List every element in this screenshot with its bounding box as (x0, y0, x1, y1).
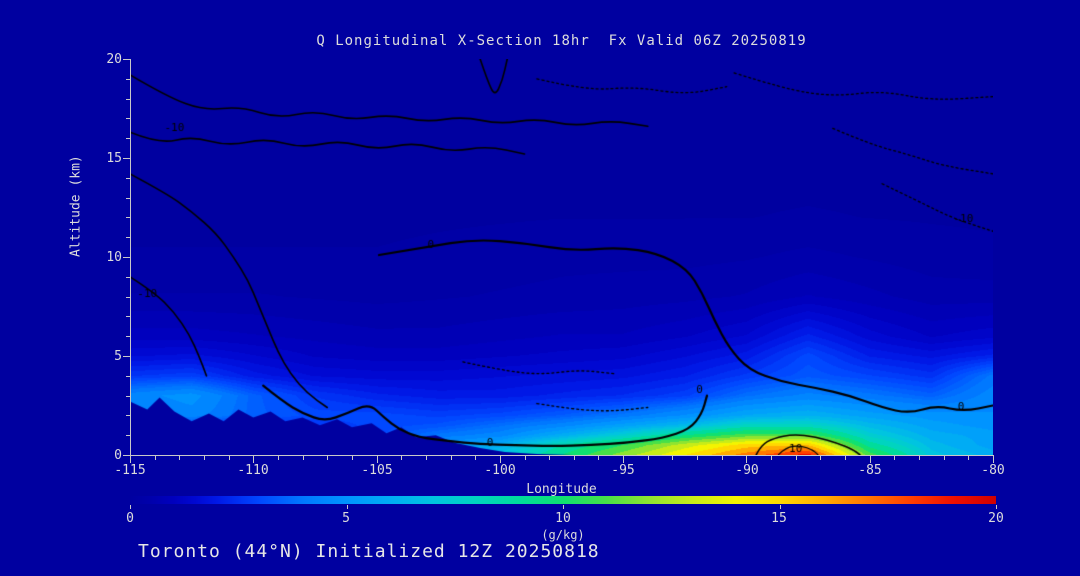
x-tick-label: -80 (981, 463, 1005, 478)
tick-mark (346, 505, 348, 509)
tick-mark (126, 237, 130, 239)
tick-mark (563, 505, 564, 509)
tick-mark (228, 456, 230, 460)
tick-mark (647, 456, 649, 460)
tick-mark (126, 316, 130, 318)
tick-mark (401, 456, 403, 460)
tick-mark (126, 435, 130, 437)
tick-mark (425, 456, 427, 460)
tick-mark (996, 505, 997, 509)
tick-mark (126, 98, 130, 100)
tick-mark (123, 356, 130, 357)
tick-mark (277, 456, 279, 460)
x-tick-label: -115 (114, 463, 146, 478)
tick-mark (771, 456, 773, 460)
tick-mark (126, 276, 130, 278)
tick-mark (154, 456, 156, 460)
tick-mark (598, 456, 600, 460)
tick-mark (795, 456, 797, 460)
colorbar-unit: (g/kg) (541, 528, 585, 542)
tick-mark (820, 456, 822, 460)
x-tick-label: -105 (361, 463, 393, 478)
colorbar-tick-label: 20 (988, 511, 1004, 526)
tick-mark (203, 456, 205, 460)
tick-mark (123, 257, 130, 258)
chart-title: Q Longitudinal X-Section 18hr Fx Valid 0… (316, 33, 807, 49)
tick-mark (130, 456, 131, 463)
tick-mark (993, 456, 994, 463)
tick-mark (779, 505, 781, 509)
tick-mark (126, 375, 130, 377)
y-tick-label: 0 (114, 448, 122, 463)
y-tick-label: 10 (106, 250, 122, 265)
tick-mark (130, 505, 131, 509)
y-tick-label: 20 (106, 52, 122, 67)
tick-mark (126, 395, 130, 397)
x-tick-label: -95 (611, 463, 635, 478)
tick-mark (327, 456, 329, 460)
y-axis-line (130, 59, 131, 456)
tick-mark (869, 456, 871, 463)
tick-mark (126, 296, 130, 298)
tick-mark (894, 456, 896, 460)
tick-mark (123, 455, 130, 456)
tick-mark (376, 456, 378, 463)
tick-mark (302, 456, 304, 460)
tick-mark (126, 118, 130, 120)
colorbar-tick-label: 15 (771, 511, 787, 526)
tick-mark (672, 456, 674, 460)
tick-mark (123, 59, 130, 60)
tick-mark (746, 456, 748, 463)
tick-mark (450, 456, 452, 460)
footer-caption: Toronto (44°N) Initialized 12Z 20250818 (138, 541, 600, 562)
x-tick-label: -100 (484, 463, 516, 478)
tick-mark (126, 217, 130, 219)
y-tick-label: 5 (114, 349, 122, 364)
tick-mark (126, 138, 130, 140)
tick-mark (721, 456, 723, 460)
colorbar (130, 496, 996, 504)
colorbar-tick-label: 10 (555, 511, 571, 526)
x-axis-title: Longitude (526, 482, 597, 497)
y-tick-label: 15 (106, 151, 122, 166)
tick-mark (968, 456, 970, 460)
tick-mark (845, 456, 847, 460)
tick-mark (126, 336, 130, 338)
tick-mark (253, 456, 255, 463)
x-tick-label: -110 (237, 463, 269, 478)
colorbar-tick-label: 5 (342, 511, 350, 526)
x-tick-label: -85 (858, 463, 882, 478)
tick-mark (179, 456, 181, 460)
x-tick-label: -90 (735, 463, 759, 478)
tick-mark (623, 456, 625, 463)
tick-mark (499, 456, 501, 463)
contour-field-canvas (130, 59, 993, 455)
tick-mark (126, 177, 130, 179)
tick-mark (475, 456, 477, 460)
tick-mark (351, 456, 353, 460)
tick-mark (123, 158, 130, 159)
tick-mark (919, 456, 921, 460)
tick-mark (697, 456, 699, 460)
y-axis-title: Altitude (km) (68, 155, 84, 257)
tick-mark (126, 415, 130, 417)
tick-mark (943, 456, 945, 460)
tick-mark (126, 197, 130, 199)
plot-area (130, 59, 993, 455)
x-axis-line (130, 455, 994, 456)
tick-mark (126, 78, 130, 80)
tick-mark (524, 456, 526, 460)
tick-mark (573, 456, 575, 460)
colorbar-tick-label: 0 (126, 511, 134, 526)
tick-mark (549, 456, 551, 460)
